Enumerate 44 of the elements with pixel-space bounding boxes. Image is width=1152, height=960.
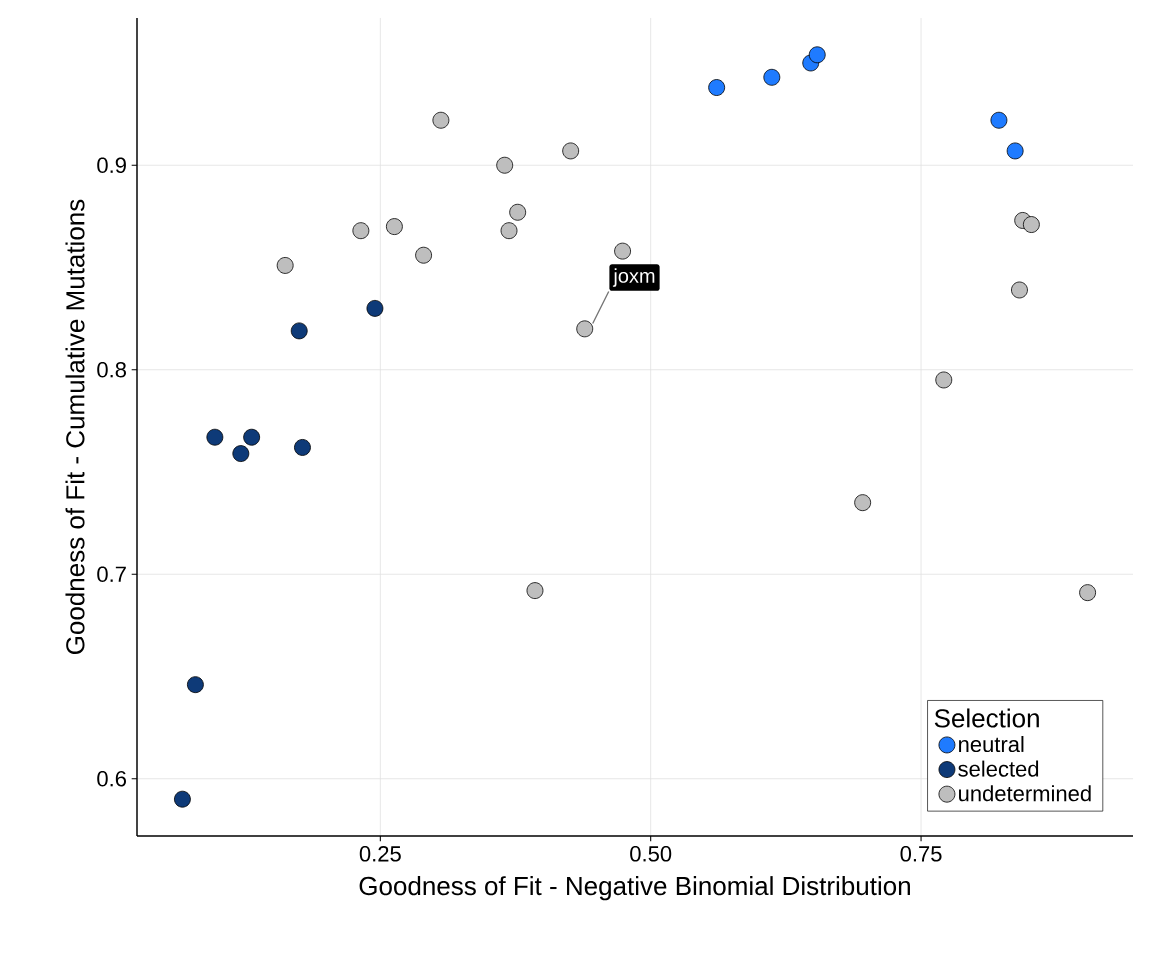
point (232, 445, 250, 462)
point (1011, 281, 1028, 299)
x-tick-label: 0.75 (900, 846, 942, 862)
point (294, 439, 311, 456)
point (500, 222, 518, 240)
point (1006, 142, 1024, 160)
x-axis-title: Goodness of Fit - Negative Binomial Distribution (359, 876, 910, 901)
point (509, 203, 527, 221)
legend-label: neutral (959, 735, 1024, 753)
point (187, 676, 204, 694)
point (206, 428, 224, 446)
point (415, 246, 432, 264)
legend-title: Selection (934, 708, 1039, 728)
point (174, 790, 191, 808)
point (496, 156, 514, 174)
x-tick-label: 0.25 (359, 846, 401, 862)
point (763, 68, 781, 86)
point (562, 142, 580, 160)
legend-label: undetermined (959, 785, 1091, 802)
point (526, 582, 544, 599)
point (385, 218, 403, 235)
point (243, 428, 261, 446)
y-tick-label: 0.6 (97, 770, 126, 787)
point (366, 299, 384, 317)
point (432, 111, 450, 129)
point (290, 322, 308, 340)
point (990, 111, 1008, 129)
point (276, 257, 294, 274)
point (352, 222, 370, 240)
y-tick-label: 0.9 (97, 157, 126, 174)
legend-label: selected (958, 760, 1039, 777)
point (935, 371, 953, 389)
y-tick-label: 0.8 (97, 361, 126, 378)
annotation: joxm (612, 268, 655, 287)
point (708, 79, 726, 96)
point (576, 320, 594, 338)
y-axis-title: Goodness of Fit - Cumulative Mutations (65, 199, 85, 654)
point (1079, 584, 1096, 602)
point (614, 242, 631, 260)
x-tick-label: 0.50 (630, 846, 672, 862)
y-tick-label: 0.7 (97, 566, 126, 583)
point (854, 494, 872, 512)
point (1022, 216, 1040, 233)
point (808, 46, 826, 64)
